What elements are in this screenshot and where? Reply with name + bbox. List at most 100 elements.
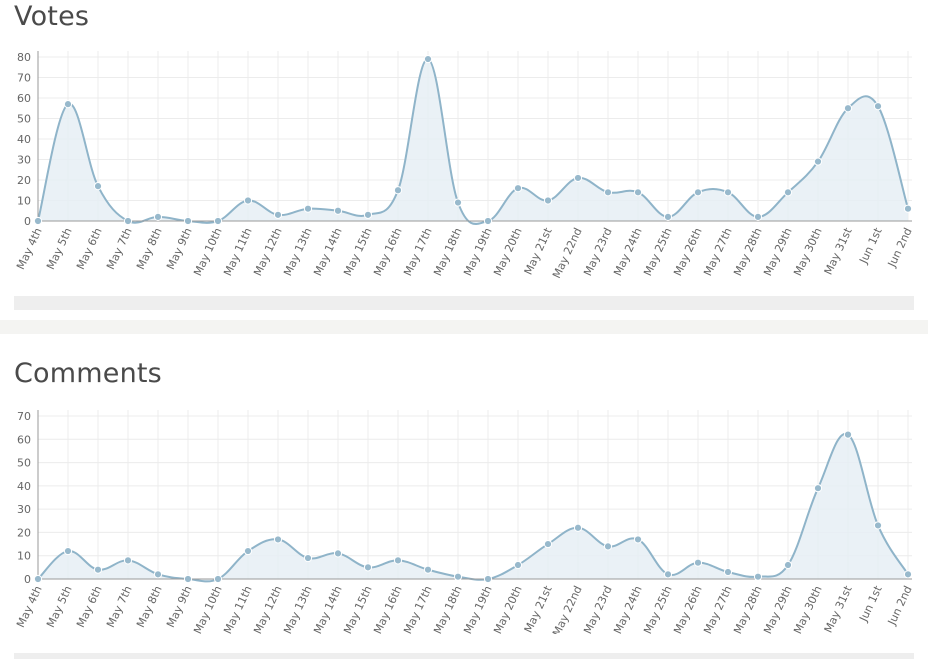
comments-data-point[interactable]: May 28th: 1: [753, 572, 763, 581]
votes-x-tick-label: May 27th: [701, 226, 735, 278]
votes-data-point[interactable]: Jun 1st: 56: [873, 102, 883, 111]
votes-data-point[interactable]: May 12th: 3: [273, 210, 283, 219]
votes-data-point[interactable]: May 6th: 17: [93, 182, 103, 191]
comments-data-point[interactable]: May 25th: 2: [663, 570, 673, 579]
votes-data-point[interactable]: May 27th: 14: [723, 188, 733, 197]
comments-x-tick-label: Jun 1st: [857, 583, 885, 624]
comments-title: Comments: [14, 358, 162, 389]
votes-x-tick-label: May 13th: [281, 226, 315, 278]
votes-data-point[interactable]: May 28th: 2: [753, 212, 763, 221]
votes-data-point[interactable]: May 19th: 0: [483, 216, 493, 226]
comments-data-point[interactable]: May 11th: 12: [243, 546, 253, 556]
comments-data-point[interactable]: May 26th: 7: [693, 558, 703, 567]
comments-data-point[interactable]: May 20th: 6: [513, 560, 523, 570]
votes-data-point[interactable]: May 10th: 0: [213, 216, 223, 226]
votes-y-tick-label: 10: [17, 195, 31, 208]
votes-data-point[interactable]: May 29th: 14: [783, 188, 793, 197]
comments-data-point[interactable]: May 12th: 17: [273, 535, 283, 544]
votes-data-point[interactable]: May 7th: 0: [123, 216, 133, 226]
votes-data-point[interactable]: May 9th: 0: [183, 216, 193, 226]
votes-data-point[interactable]: May 26th: 14: [693, 188, 703, 197]
comments-data-point[interactable]: Jun 1st: 23: [873, 521, 883, 530]
comments-data-point[interactable]: May 10th: 0: [213, 574, 223, 584]
votes-horizontal-scrollbar[interactable]: [14, 296, 914, 310]
votes-x-tick-label: May 17th: [401, 226, 435, 278]
comments-data-point[interactable]: May 14th: 11: [333, 549, 343, 558]
comments-x-tick-label: May 27th: [701, 584, 735, 634]
comments-y-tick-label: 70: [17, 410, 31, 423]
votes-data-point[interactable]: May 17th: 79: [423, 54, 433, 64]
comments-data-point[interactable]: May 8th: 2: [153, 570, 163, 579]
votes-data-point[interactable]: May 18th: 9: [453, 198, 463, 207]
votes-y-tick-label: 60: [17, 92, 31, 105]
votes-data-point[interactable]: May 11th: 10: [243, 196, 253, 205]
votes-x-tick-label: May 30th: [791, 226, 825, 278]
votes-y-tick-label: 70: [17, 72, 31, 85]
votes-data-point[interactable]: May 23rd: 14: [603, 188, 613, 197]
votes-data-point[interactable]: May 14th: 5: [333, 206, 343, 215]
comments-data-point[interactable]: May 21st: 15: [543, 539, 553, 549]
votes-y-tick-label: 30: [17, 154, 31, 167]
comments-data-point[interactable]: May 23rd: 14: [603, 542, 613, 551]
comments-data-point[interactable]: May 4th: 0: [33, 574, 43, 584]
votes-chart: 0 10 20 30 40 50 60 70 80 May 4th: 0 May 5th: 57 Ma…: [14, 51, 915, 280]
votes-x-tick-label: May 6th: [74, 226, 105, 272]
votes-data-point[interactable]: May 4th: 0: [33, 216, 43, 226]
comments-x-tick-label: May 21st: [522, 583, 555, 634]
votes-data-point[interactable]: Jun 2nd: 6: [903, 204, 913, 213]
comments-data-point[interactable]: Jun 2nd: 2: [903, 570, 913, 579]
votes-x-tick-label: May 8th: [134, 226, 165, 272]
comments-x-tick-label: May 17th: [401, 584, 435, 634]
comments-x-tick-label: May 29th: [761, 584, 795, 634]
votes-data-point[interactable]: May 20th: 16: [513, 184, 523, 193]
comments-data-point[interactable]: May 16th: 8: [393, 556, 403, 565]
comments-x-tick-label: May 20th: [491, 584, 525, 634]
comments-data-point[interactable]: May 30th: 39: [813, 484, 823, 493]
comments-y-tick-label: 60: [17, 433, 31, 446]
comments-data-point[interactable]: May 15th: 5: [363, 563, 373, 572]
votes-y-tick-label: 20: [17, 174, 31, 187]
comments-chart: 0 10 20 30 40 50 60 70 May 4th: 0 May 5th: 12 May …: [14, 410, 915, 634]
comments-data-point[interactable]: May 6th: 4: [93, 565, 103, 574]
votes-data-point[interactable]: May 22nd: 21: [573, 173, 583, 183]
votes-data-point[interactable]: May 25th: 2: [663, 212, 673, 221]
comments-data-point[interactable]: May 29th: 6: [783, 560, 793, 570]
votes-data-point[interactable]: May 15th: 3: [363, 210, 373, 219]
comments-x-tick-label: May 4th: [14, 584, 45, 630]
comments-data-point[interactable]: May 17th: 4: [423, 565, 433, 574]
comments-x-tick-label: May 7th: [104, 584, 135, 630]
votes-data-point[interactable]: May 5th: 57: [63, 100, 73, 109]
comments-data-point[interactable]: May 5th: 12: [63, 546, 73, 556]
votes-data-point[interactable]: May 21st: 10: [543, 196, 553, 205]
comments-y-tick-label: 10: [17, 550, 31, 563]
votes-data-point[interactable]: May 30th: 29: [813, 157, 823, 166]
comments-y-tick-label: 0: [24, 573, 31, 586]
votes-data-point[interactable]: May 13th: 6: [303, 204, 313, 213]
comments-data-point[interactable]: May 13th: 9: [303, 553, 313, 563]
comments-data-point[interactable]: May 7th: 8: [123, 556, 133, 565]
votes-x-tick-label: May 20th: [491, 226, 525, 278]
votes-x-tick-label: May 9th: [164, 226, 195, 272]
votes-data-point[interactable]: May 24th: 14: [633, 188, 643, 197]
comments-data-point[interactable]: May 31st: 62: [843, 430, 853, 439]
votes-data-point[interactable]: May 31st: 55: [843, 104, 853, 113]
votes-x-tick-label: May 12th: [251, 226, 285, 278]
comments-data-point[interactable]: May 24th: 17: [633, 535, 643, 544]
votes-x-tick-label: May 28th: [731, 226, 765, 278]
comments-data-point[interactable]: May 22nd: 22: [573, 523, 583, 532]
votes-x-tick-label: May 4th: [14, 226, 45, 272]
comments-data-point[interactable]: May 9th: 0: [183, 574, 193, 584]
votes-x-tick-label: May 19th: [461, 226, 495, 278]
comments-horizontal-scrollbar[interactable]: [14, 653, 914, 659]
votes-x-tick-label: May 18th: [431, 226, 465, 278]
comments-x-tick-label: May 14th: [311, 584, 345, 634]
comments-data-point[interactable]: May 19th: 0: [483, 574, 493, 584]
comments-x-tick-label: May 28th: [731, 584, 765, 634]
comments-x-tick-label: May 15th: [341, 584, 375, 634]
votes-data-point[interactable]: May 8th: 2: [153, 212, 163, 221]
votes-data-point[interactable]: May 16th: 15: [393, 186, 403, 195]
votes-area-fill: [38, 59, 908, 225]
votes-series-line: [37, 58, 909, 225]
comments-data-point[interactable]: May 27th: 3: [723, 567, 733, 577]
comments-data-point[interactable]: May 18th: 1: [453, 572, 463, 581]
